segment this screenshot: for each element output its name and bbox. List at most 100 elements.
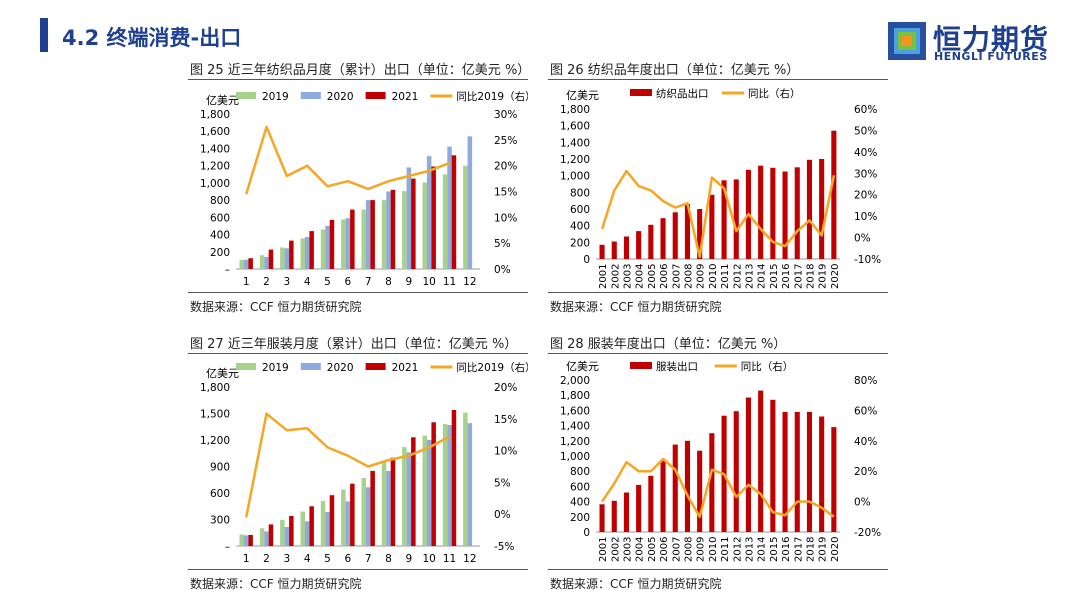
bar-2020-3 xyxy=(284,527,290,546)
bar-2020-2 xyxy=(264,531,269,546)
y2-tick-label: 15% xyxy=(494,187,517,199)
fig27-chart: 亿美元–3006009001,2001,5001,800-5%0%5%10%15… xyxy=(200,361,528,565)
fig28-source: 数据来源：CCF 恒力期货研究院 xyxy=(550,577,722,591)
y2-tick-label: 20% xyxy=(494,382,517,394)
bar--2004 xyxy=(636,231,642,259)
fig26-title: 图 26 纺织品年度出口（单位：亿美元 %） xyxy=(550,63,800,78)
y2-tick-label: 0% xyxy=(854,233,871,245)
fig26-title-rule xyxy=(548,79,888,80)
bar--2003 xyxy=(623,236,629,259)
x-tick-label: 2004 xyxy=(635,537,646,562)
y2-tick-label: 80% xyxy=(854,375,877,387)
x-tick-label: 2017 xyxy=(793,264,804,289)
fig26-source-rule xyxy=(548,292,888,293)
fig27-title: 图 27 近三年服装月度（累计）出口（单位：亿美元 %） xyxy=(190,337,518,352)
bar-2019-6 xyxy=(341,489,346,546)
fig-left-axis-label: 亿美元 xyxy=(206,94,239,107)
bar--2014 xyxy=(758,390,764,532)
bar-2019-1 xyxy=(239,260,244,269)
bar-2020-6 xyxy=(345,501,351,546)
bar--2007 xyxy=(672,444,678,532)
y-tick-label: 0 xyxy=(583,254,590,266)
line-series-yoy xyxy=(601,457,835,519)
y-tick-label: 1,200 xyxy=(200,161,230,173)
x-tick-label: 2011 xyxy=(720,264,731,289)
bar--2014 xyxy=(758,165,764,259)
bar--2010 xyxy=(709,194,715,259)
x-tick-label: 2009 xyxy=(696,264,707,289)
bar--2008 xyxy=(684,204,690,259)
bar-2020-8 xyxy=(386,470,391,546)
y2-tick-label: 0% xyxy=(854,497,871,509)
y2-tick-label: 5% xyxy=(494,238,511,250)
y2-tick-label: 5% xyxy=(494,477,511,489)
y2-tick-label: 10% xyxy=(854,211,877,223)
bar-2019-2 xyxy=(259,255,265,269)
bar-2020-9 xyxy=(406,167,412,269)
bar--2011 xyxy=(721,180,727,260)
bar-2019-6 xyxy=(341,219,346,269)
x-tick-label: 2012 xyxy=(732,264,743,289)
company-logo-icon xyxy=(888,22,926,60)
bar-2019-9 xyxy=(402,191,407,269)
x-tick-label: 2019 xyxy=(818,264,829,289)
bar-2021-10 xyxy=(431,166,436,269)
bar--2013 xyxy=(745,397,751,532)
x-tick-label: 1 xyxy=(243,553,250,565)
y2-tick-label: 20% xyxy=(494,161,517,173)
x-tick-label: 2001 xyxy=(598,264,609,289)
bar-2021-6 xyxy=(350,483,355,546)
y2-tick-label: 20% xyxy=(854,466,877,478)
x-tick-label: 3 xyxy=(283,553,290,565)
y2-tick-label: 30% xyxy=(854,168,877,180)
x-tick-label: 2008 xyxy=(684,264,695,289)
bar-2021-1 xyxy=(248,258,253,269)
bar-2021-7 xyxy=(370,200,375,269)
x-tick-label: 8 xyxy=(385,553,392,565)
x-tick-label: 12 xyxy=(463,276,476,288)
y-tick-label: 200 xyxy=(570,512,590,524)
bar-2020-6 xyxy=(345,218,351,269)
x-tick-label: 10 xyxy=(422,276,435,288)
x-tick-label: 6 xyxy=(344,553,351,565)
x-tick-label: 5 xyxy=(324,553,331,565)
bar--2019 xyxy=(819,159,825,259)
x-tick-label: 2005 xyxy=(647,537,658,562)
legend-swatch xyxy=(300,363,321,370)
x-tick-label: 2015 xyxy=(769,537,780,562)
y-tick-label: 0 xyxy=(583,527,590,539)
x-tick-label: 1 xyxy=(243,276,250,288)
bar--2006 xyxy=(660,218,666,259)
x-tick-label: 2020 xyxy=(830,264,841,289)
legend-label: 2020 xyxy=(327,91,354,103)
x-tick-label: 2016 xyxy=(781,264,792,289)
bar-2019-5 xyxy=(320,500,326,546)
fig28-source-rule xyxy=(548,569,888,570)
company-logo-name: 恒力期货 xyxy=(933,23,1050,56)
x-tick-label: 9 xyxy=(405,553,412,565)
bar-2021-4 xyxy=(309,506,314,547)
bar-2021-8 xyxy=(390,189,396,269)
bar-2020-12 xyxy=(467,136,473,269)
bar-2020-3 xyxy=(284,248,290,269)
bar--2016 xyxy=(782,411,788,532)
bar--2005 xyxy=(648,475,654,532)
fig25-title-rule xyxy=(188,79,528,80)
bar-2019-12 xyxy=(463,412,468,546)
legend-swatch xyxy=(300,92,321,99)
bar-2020-4 xyxy=(304,521,310,546)
y-tick-label: 600 xyxy=(570,481,590,493)
legend-swatch xyxy=(236,363,256,370)
x-tick-label: 2014 xyxy=(757,537,768,562)
bar--2001 xyxy=(599,504,605,532)
bar-2020-4 xyxy=(304,237,310,269)
fig27-title-rule xyxy=(188,353,528,354)
x-tick-label: 2017 xyxy=(793,537,804,562)
bar-2019-10 xyxy=(422,182,427,269)
bar--2006 xyxy=(660,459,666,532)
x-tick-label: 2 xyxy=(263,276,270,288)
y-tick-label: 400 xyxy=(570,221,590,233)
y2-tick-label: -20% xyxy=(854,527,881,539)
bar-2019-1 xyxy=(239,534,244,546)
bar-2021-1 xyxy=(248,535,253,546)
